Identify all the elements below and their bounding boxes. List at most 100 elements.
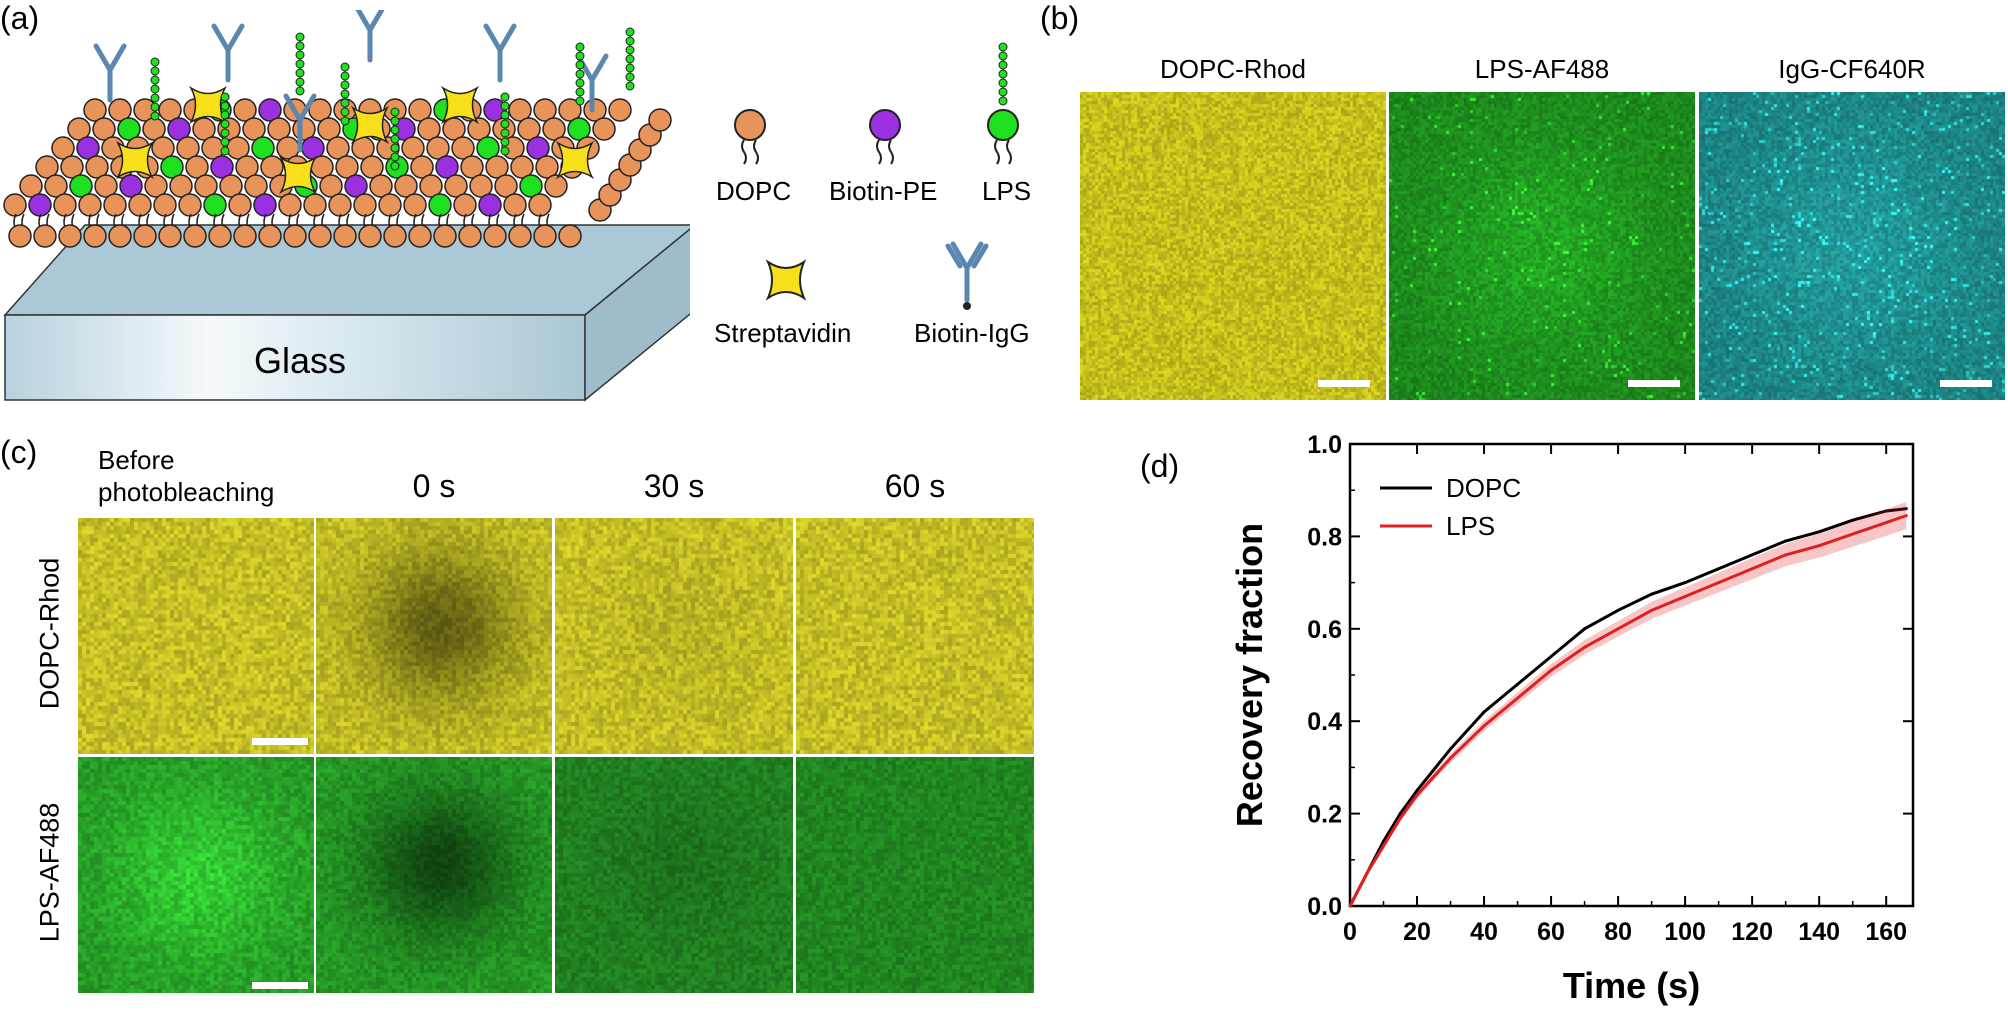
lipid-head <box>119 174 143 198</box>
lps-sugar <box>625 81 635 91</box>
image-title-lps-af488: LPS-AF488 <box>1474 54 1610 84</box>
data-point-lps <box>1851 532 1855 536</box>
data-point-lps <box>1549 668 1553 672</box>
lipid-head <box>194 174 218 198</box>
lps-sugar <box>220 119 230 129</box>
lipid-head <box>3 193 27 217</box>
lps-sugar <box>220 146 230 156</box>
lps-sugar <box>500 128 510 138</box>
scale-bar <box>1940 380 1992 387</box>
dopc-legend-icon <box>734 109 766 165</box>
lipid-head <box>160 155 184 179</box>
lipid-head <box>108 98 132 122</box>
data-point-lps <box>1683 594 1687 598</box>
image-lps-af488 <box>1389 92 1695 400</box>
lps-sugar <box>220 92 230 102</box>
data-point-dopc <box>1650 592 1654 596</box>
lps-sugar <box>150 66 160 76</box>
lipid-head <box>108 224 132 248</box>
data-point-lps <box>1415 793 1419 797</box>
y-tick-label: 1.0 <box>1307 431 1342 459</box>
lps-sugar <box>575 69 585 79</box>
lipid-head <box>267 117 291 141</box>
y-axis-label: Recovery fraction <box>1229 523 1270 827</box>
antibody <box>93 43 127 103</box>
lipid-head <box>558 224 582 248</box>
x-tick-label: 80 <box>1604 918 1632 946</box>
data-point-dopc <box>1817 530 1821 534</box>
panel-d-label: (d) <box>1140 448 1180 484</box>
data-point-lps <box>1650 608 1654 612</box>
lipid-head <box>460 155 484 179</box>
lps-sugar <box>575 60 585 70</box>
lipid-head <box>444 174 468 198</box>
lipid-head <box>358 224 382 248</box>
data-point-dopc <box>1449 747 1453 751</box>
lipid-head <box>533 98 557 122</box>
lipid-head <box>278 193 302 217</box>
panel-a-label: (a) <box>0 0 40 36</box>
lps-sugar <box>625 54 635 64</box>
lps-sugar <box>390 134 400 144</box>
lps-sugar <box>340 80 350 90</box>
data-point-lps <box>1348 904 1352 908</box>
antibody <box>483 23 517 83</box>
lps-sugar <box>575 51 585 61</box>
lps-sugar <box>575 78 585 88</box>
column-header-before-line2: photobleaching <box>98 477 275 507</box>
lipid-head <box>308 224 332 248</box>
lps-sugar <box>295 50 305 60</box>
lipid-head <box>383 224 407 248</box>
lps-sugar <box>625 36 635 46</box>
x-axis-label: Time (s) <box>1563 965 1700 1006</box>
lipid-head <box>151 136 175 160</box>
lps-sugar <box>295 86 305 96</box>
lipid-head <box>410 155 434 179</box>
data-point-lps <box>1365 872 1369 876</box>
lipid-head <box>258 224 282 248</box>
lipid-head <box>251 136 275 160</box>
column-header-before: Before photobleaching <box>98 444 274 508</box>
row-label-dopc-rhod: DOPC-Rhod <box>34 557 65 710</box>
lipid-head <box>542 117 566 141</box>
lipid-head <box>192 117 216 141</box>
data-point-lps <box>1884 521 1888 525</box>
lps-sugar <box>998 78 1008 88</box>
lipid-head <box>128 193 152 217</box>
lps-sugar <box>500 146 510 156</box>
biotin-igg-legend-icon <box>945 241 989 303</box>
data-point-dopc <box>1482 710 1486 714</box>
antibody <box>283 93 317 153</box>
lipid-head <box>592 117 616 141</box>
streptavidin <box>115 140 155 180</box>
lps-sugar <box>340 98 350 108</box>
lipid-head <box>176 136 200 160</box>
lipid-head <box>244 174 268 198</box>
lipid-head <box>608 98 632 122</box>
data-point-lps <box>1482 724 1486 728</box>
lipid-head <box>508 224 532 248</box>
lipid-head <box>528 193 552 217</box>
lps-sugar <box>295 59 305 69</box>
lipid-head <box>53 193 77 217</box>
lipid-head <box>401 136 425 160</box>
lipid-head <box>403 193 427 217</box>
lps-sugar <box>295 32 305 42</box>
lps-sugar <box>575 42 585 52</box>
data-point-dopc <box>1750 553 1754 557</box>
x-tick-label: 40 <box>1470 918 1498 946</box>
x-tick-label: 100 <box>1664 918 1706 946</box>
lps-sugar <box>340 107 350 117</box>
lipid-head <box>28 193 52 217</box>
lipid-head <box>8 224 32 248</box>
legend-label-lps: LPS <box>1446 511 1495 541</box>
lipid-head <box>76 136 100 160</box>
lipid-head <box>326 136 350 160</box>
lipid-head <box>103 193 127 217</box>
lps-sugar <box>150 93 160 103</box>
frap-image-lps-60s <box>796 757 1034 993</box>
x-tick-label: 120 <box>1731 918 1773 946</box>
scale-bar <box>252 738 308 745</box>
lps-sugar <box>340 89 350 99</box>
data-point-lps <box>1784 553 1788 557</box>
